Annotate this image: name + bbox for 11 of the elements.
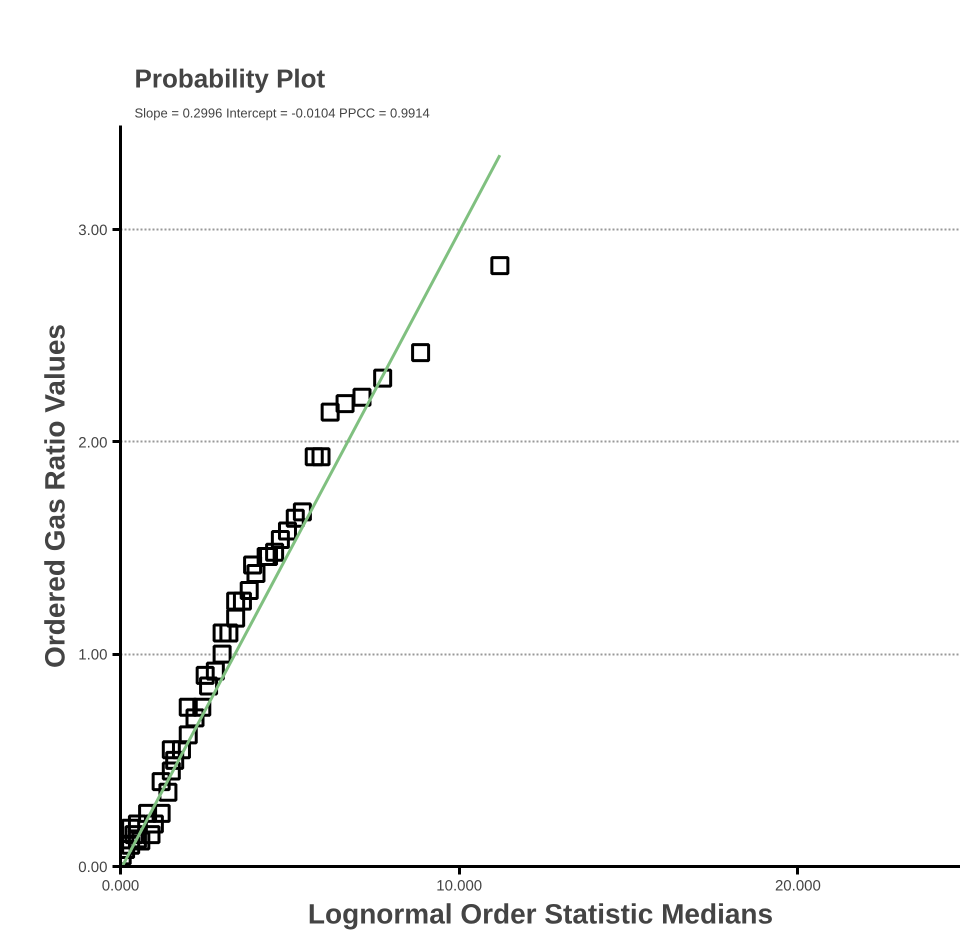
y-tick-label: 1.00: [78, 646, 108, 664]
x-tick-label: 20.000: [774, 878, 821, 894]
chart-subtitle: Slope = 0.2996 Intercept = -0.0104 PPCC = 0.9914: [134, 106, 430, 120]
y-tick-label: 2.00: [78, 434, 108, 452]
chart-title: Probability Plot: [134, 64, 326, 94]
y-tick-label: 3.00: [78, 222, 108, 240]
x-tick-label: 0.000: [102, 878, 140, 894]
x-axis-title: Lognormal Order Statistic Medians: [308, 898, 774, 930]
y-axis-title: Ordered Gas Ratio Values: [39, 324, 70, 668]
x-tick-label: 10.000: [436, 878, 482, 894]
y-tick-label: 0.00: [78, 859, 108, 876]
